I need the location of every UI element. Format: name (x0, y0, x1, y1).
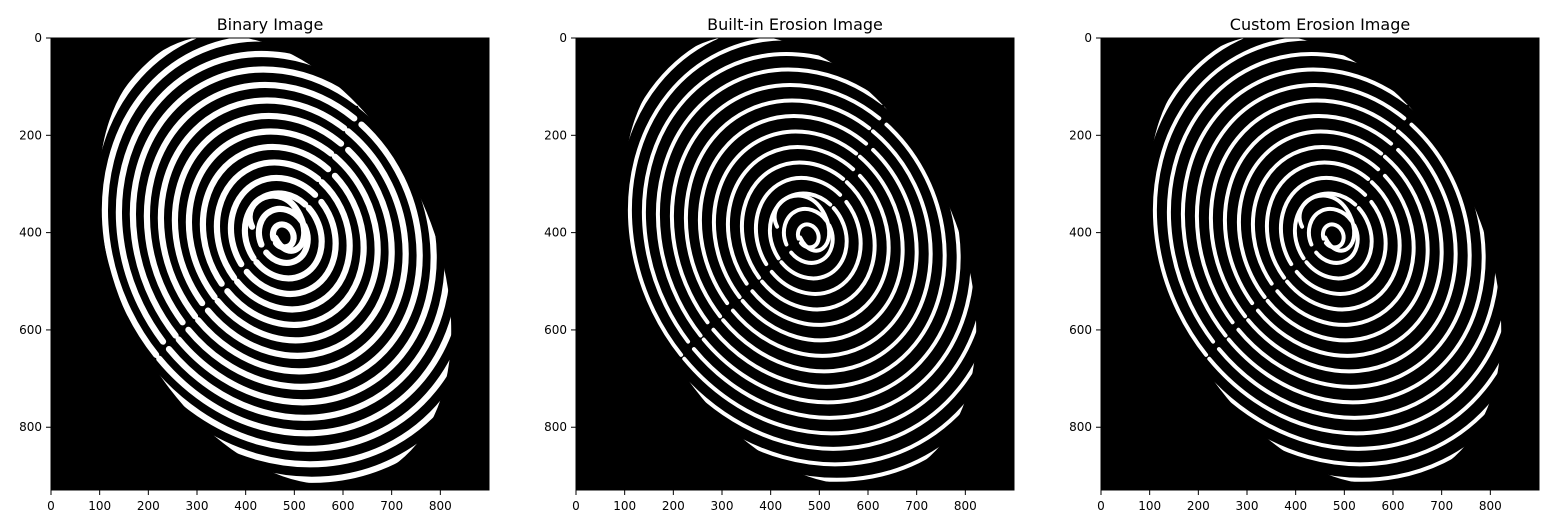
y-tick-label: 0 (559, 31, 567, 45)
x-tick-label: 600 (1382, 499, 1405, 513)
x-tick-label: 200 (1187, 499, 1210, 513)
y-tick-label: 400 (544, 226, 567, 240)
x-tick-label: 700 (905, 499, 928, 513)
x-tick-label: 0 (47, 499, 55, 513)
y-tick-label: 200 (544, 128, 567, 142)
x-tick-label: 400 (759, 499, 782, 513)
x-tick-label: 800 (1479, 499, 1502, 513)
x-tick-label: 200 (137, 499, 160, 513)
x-tick-label: 800 (954, 499, 977, 513)
x-tick-label: 200 (662, 499, 685, 513)
x-tick-label: 300 (1236, 499, 1259, 513)
y-tick-label: 200 (1069, 128, 1092, 142)
x-tick-label: 300 (186, 499, 209, 513)
x-tick-label: 0 (1097, 499, 1105, 513)
y-tick-label: 800 (1069, 420, 1092, 434)
x-tick-label: 600 (857, 499, 880, 513)
x-tick-label: 0 (572, 499, 580, 513)
panel-title: Custom Erosion Image (1230, 15, 1410, 34)
y-tick-label: 800 (19, 420, 42, 434)
x-tick-label: 100 (88, 499, 111, 513)
x-tick-label: 600 (332, 499, 355, 513)
x-tick-label: 100 (613, 499, 636, 513)
x-tick-label: 700 (380, 499, 403, 513)
x-tick-label: 500 (283, 499, 306, 513)
y-tick-label: 400 (1069, 226, 1092, 240)
x-tick-label: 800 (429, 499, 452, 513)
y-tick-label: 0 (34, 31, 42, 45)
x-tick-label: 700 (1430, 499, 1453, 513)
panel-title: Built-in Erosion Image (707, 15, 883, 34)
x-tick-label: 400 (1284, 499, 1307, 513)
panel-title: Binary Image (217, 15, 324, 34)
x-tick-label: 300 (711, 499, 734, 513)
y-tick-label: 600 (544, 323, 567, 337)
y-tick-label: 600 (19, 323, 42, 337)
y-tick-label: 800 (544, 420, 567, 434)
x-tick-label: 400 (234, 499, 257, 513)
x-tick-label: 100 (1138, 499, 1161, 513)
y-tick-label: 600 (1069, 323, 1092, 337)
y-tick-label: 200 (19, 128, 42, 142)
x-tick-label: 500 (1333, 499, 1356, 513)
x-tick-label: 500 (808, 499, 831, 513)
y-tick-label: 0 (1084, 31, 1092, 45)
y-tick-label: 400 (19, 226, 42, 240)
